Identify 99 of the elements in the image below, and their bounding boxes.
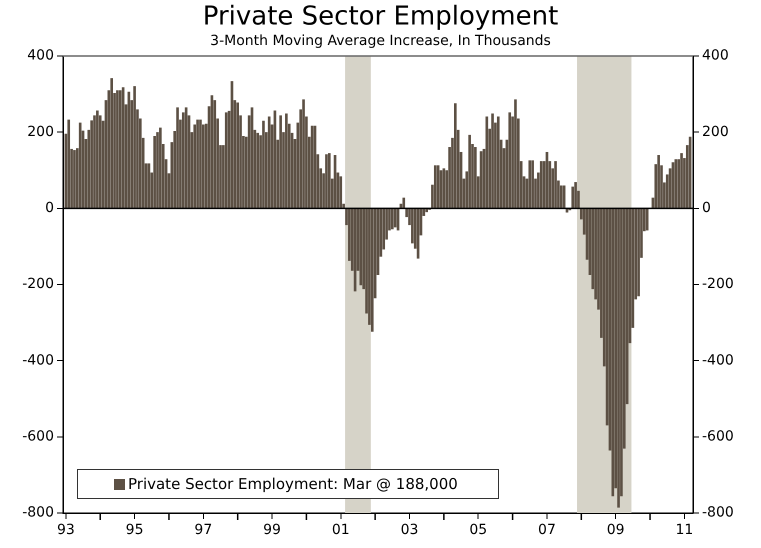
bar xyxy=(339,176,342,208)
bar xyxy=(148,163,150,208)
bar xyxy=(268,116,270,208)
bar xyxy=(133,86,136,208)
bar xyxy=(672,162,674,208)
y2-tick-label: 0 xyxy=(702,200,711,216)
bar xyxy=(236,102,239,208)
bar xyxy=(153,136,156,208)
bar xyxy=(554,161,557,208)
x-tick-label: 99 xyxy=(263,522,281,538)
bar xyxy=(199,120,202,208)
bar xyxy=(637,208,640,296)
bar xyxy=(360,208,362,286)
x-tick-label: 93 xyxy=(56,522,75,538)
bar xyxy=(176,107,179,208)
bar xyxy=(325,154,328,208)
bar xyxy=(122,87,124,208)
y2-tick-label: 400 xyxy=(702,48,729,64)
y2-tick-label: 200 xyxy=(702,124,729,140)
bar xyxy=(110,78,113,208)
bar xyxy=(514,99,517,208)
bar xyxy=(128,92,130,208)
bar xyxy=(334,155,336,208)
bar xyxy=(562,185,566,208)
bar xyxy=(279,115,282,208)
x-tick-label: 07 xyxy=(538,522,556,538)
bar xyxy=(314,126,316,208)
bar xyxy=(416,208,420,259)
y2-tick-label: -400 xyxy=(702,352,734,368)
y-tick-label: -600 xyxy=(22,428,54,444)
bar xyxy=(96,110,99,208)
bar xyxy=(480,151,482,208)
bar xyxy=(434,165,437,208)
y2-tick-label: -200 xyxy=(702,276,734,292)
x-tick-label: 09 xyxy=(606,522,625,538)
bar xyxy=(196,120,199,208)
bar xyxy=(274,110,276,208)
bar xyxy=(310,126,314,208)
bar xyxy=(391,208,394,230)
bar xyxy=(302,99,305,208)
chart-subtitle: 3-Month Moving Average Increase, In Thousands xyxy=(210,33,551,50)
bar xyxy=(224,112,228,208)
bar xyxy=(394,208,396,228)
x-tick-label: 11 xyxy=(675,522,694,538)
bar xyxy=(78,122,82,208)
y-tick-label: 200 xyxy=(27,124,54,140)
bar xyxy=(118,90,122,208)
bar xyxy=(328,153,331,208)
y-tick-label: 0 xyxy=(45,200,54,216)
bar xyxy=(496,116,500,208)
bar xyxy=(116,90,119,208)
bar xyxy=(454,103,457,208)
bar xyxy=(528,160,532,208)
bar xyxy=(486,116,488,208)
bar xyxy=(574,182,577,208)
bar xyxy=(657,155,660,208)
y2-tick-label: -600 xyxy=(702,428,734,444)
bar xyxy=(566,208,568,213)
bar xyxy=(612,208,614,496)
y-tick-label: -800 xyxy=(22,504,54,521)
bar xyxy=(396,208,400,230)
bar xyxy=(230,81,234,208)
bar xyxy=(646,208,648,230)
bar xyxy=(474,147,477,208)
legend-label: Private Sector Employment: Mar @ 188,000 xyxy=(128,475,458,493)
bar xyxy=(680,153,683,208)
bar xyxy=(508,112,512,208)
bar xyxy=(688,136,692,208)
x-tick-label: 95 xyxy=(126,522,144,538)
bar xyxy=(250,107,254,208)
bar xyxy=(442,168,446,208)
bar xyxy=(73,150,76,208)
chart-title: Private Sector Employment xyxy=(202,1,558,32)
bar xyxy=(184,107,188,208)
bar xyxy=(402,198,406,208)
bar xyxy=(617,208,620,508)
x-tick-label: 01 xyxy=(332,522,350,538)
bar xyxy=(491,114,494,208)
bar xyxy=(354,208,356,292)
y-tick-label: -200 xyxy=(22,276,54,292)
bar xyxy=(546,152,548,208)
bar xyxy=(285,114,288,208)
y2-tick-label: -800 xyxy=(702,504,734,521)
bar xyxy=(159,128,162,208)
x-tick-label: 05 xyxy=(469,522,488,538)
bar xyxy=(370,208,374,332)
bar xyxy=(210,95,214,208)
x-tick-label: 03 xyxy=(400,522,418,538)
bar xyxy=(67,120,70,208)
bar xyxy=(531,160,534,208)
bar xyxy=(256,132,260,208)
bar xyxy=(436,165,440,208)
bar xyxy=(674,159,678,208)
bar xyxy=(540,161,543,208)
x-tick-label: 97 xyxy=(194,522,212,538)
bar xyxy=(468,134,471,208)
y-tick-label: -400 xyxy=(22,352,54,368)
bar xyxy=(262,120,265,208)
y-tick-label: 400 xyxy=(27,48,54,64)
